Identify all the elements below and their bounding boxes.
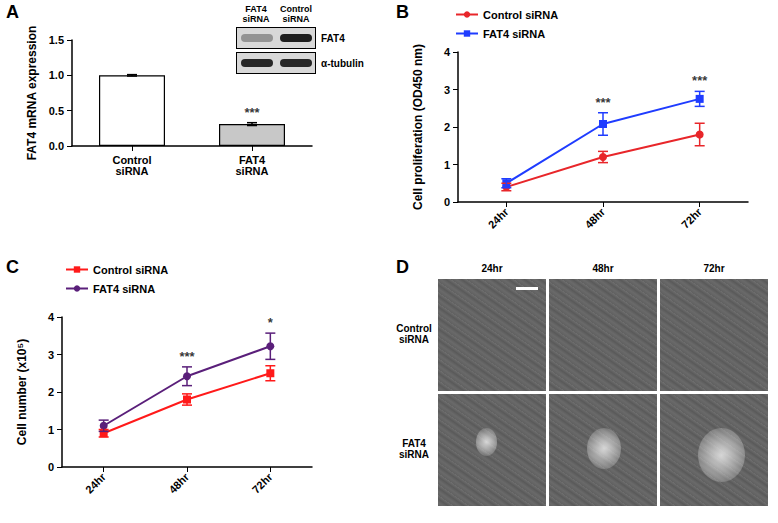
- html-text:FAT4 siRNA: FAT4 siRNA: [242, 4, 270, 24]
- svg-text:2: 2: [444, 121, 450, 133]
- svg-text:***: ***: [595, 95, 611, 110]
- svg-text:FAT4: FAT4: [239, 153, 265, 166]
- html-text:α-tubulin: α-tubulin: [321, 57, 364, 69]
- svg-text:FAT4 siRNA: FAT4 siRNA: [483, 28, 545, 40]
- svg-text:3: 3: [48, 349, 54, 361]
- svg-text:1: 1: [444, 159, 450, 171]
- svg-text:***: ***: [692, 73, 708, 88]
- html-text:B: B: [396, 2, 409, 22]
- html-text:24hr: 24hr: [481, 263, 503, 274]
- svg-text:4: 4: [444, 46, 451, 58]
- svg-text:72hr: 72hr: [679, 205, 704, 230]
- svg-text:*: *: [268, 315, 274, 330]
- svg-text:***: ***: [244, 105, 260, 120]
- svg-text:24hr: 24hr: [486, 205, 511, 230]
- svg-text:2: 2: [48, 386, 54, 398]
- svg-text:0.0: 0.0: [49, 140, 64, 152]
- svg-text:siRNA: siRNA: [235, 165, 268, 177]
- svg-text:Control: Control: [112, 153, 152, 166]
- svg-text:Control siRNA: Control siRNA: [93, 264, 168, 276]
- html-text:Control siRNA: Control siRNA: [396, 323, 432, 345]
- svg-text:siRNA: siRNA: [115, 165, 148, 177]
- svg-text:FAT4 mRNA expression: FAT4 mRNA expression: [25, 26, 39, 161]
- svg-text:1.5: 1.5: [49, 34, 64, 46]
- html-text:FAT4: FAT4: [321, 32, 345, 44]
- svg-text:1: 1: [48, 424, 54, 436]
- html-text:48hr: 48hr: [592, 263, 614, 274]
- html-text:FAT4 siRNA: FAT4 siRNA: [399, 438, 429, 460]
- svg-text:3: 3: [444, 84, 450, 96]
- svg-text:72hr: 72hr: [250, 470, 275, 495]
- svg-text:4: 4: [48, 311, 55, 323]
- html-text:72hr: 72hr: [703, 263, 725, 274]
- svg-text:Control siRNA: Control siRNA: [483, 9, 558, 21]
- svg-text:Cell proliferation (OD450 nm): Cell proliferation (OD450 nm): [411, 44, 425, 210]
- svg-text:48hr: 48hr: [582, 205, 607, 230]
- html-text:Control siRNA: Control siRNA: [280, 4, 312, 24]
- svg-text:FAT4 siRNA: FAT4 siRNA: [93, 283, 155, 295]
- html-text:C: C: [6, 257, 19, 277]
- html-text:A: A: [6, 2, 19, 22]
- svg-text:1.0: 1.0: [49, 69, 64, 81]
- svg-text:0.5: 0.5: [49, 105, 64, 117]
- html-text:D: D: [396, 257, 409, 277]
- svg-text:0: 0: [48, 461, 54, 473]
- svg-text:24hr: 24hr: [83, 470, 108, 495]
- svg-text:Cell number (x10⁵): Cell number (x10⁵): [15, 339, 29, 445]
- svg-text:***: ***: [179, 349, 195, 364]
- svg-text:48hr: 48hr: [166, 470, 191, 495]
- svg-text:0: 0: [444, 196, 450, 208]
